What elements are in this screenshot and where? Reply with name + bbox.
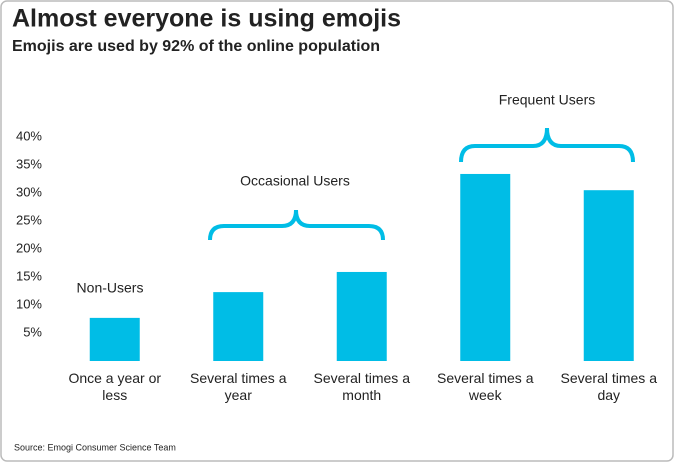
- brace: [208, 209, 385, 241]
- bar: [213, 292, 264, 361]
- x-tick-label: Once a year or less: [68, 370, 162, 403]
- bar: [583, 190, 634, 361]
- chart-title: Almost everyone is using emojis: [12, 5, 401, 33]
- x-tick-label: Several times a week: [437, 370, 534, 403]
- bar: [336, 271, 387, 361]
- y-tick-label: 25%: [16, 212, 42, 227]
- y-tick-label: 20%: [16, 240, 42, 255]
- x-tick-label: Several times a month: [313, 370, 410, 403]
- annotation: Occasional Users: [240, 173, 350, 189]
- y-tick-label: 30%: [16, 184, 42, 199]
- y-tick-label: 40%: [16, 128, 42, 143]
- x-tick-label: Several times a day: [560, 370, 657, 403]
- y-tick-label: 5%: [23, 324, 42, 339]
- annotation: Frequent Users: [499, 92, 595, 108]
- brace: [459, 127, 635, 163]
- chart-subtitle: Emojis are used by 92% of the online pop…: [12, 38, 380, 55]
- annotation: Non-Users: [77, 280, 144, 296]
- y-tick-label: 15%: [16, 268, 42, 283]
- source: Source: Emogi Consumer Science Team: [14, 442, 176, 452]
- bar: [89, 317, 140, 361]
- y-tick-label: 10%: [16, 296, 42, 311]
- y-tick-label: 35%: [16, 156, 42, 171]
- x-tick-label: Several times a year: [190, 370, 287, 403]
- bar: [460, 173, 511, 361]
